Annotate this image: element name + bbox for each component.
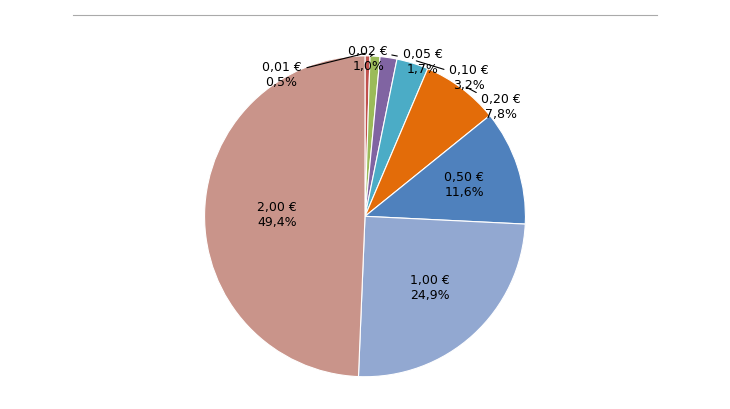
Text: 0,20 €
7,8%: 0,20 € 7,8% [466, 88, 521, 121]
Text: 2,00 €
49,4%: 2,00 € 49,4% [257, 200, 296, 229]
Text: 0,02 €
1,0%: 0,02 € 1,0% [348, 45, 388, 73]
Text: 0,50 €
11,6%: 0,50 € 11,6% [445, 171, 484, 199]
Wedge shape [358, 217, 526, 377]
Wedge shape [365, 70, 490, 217]
Wedge shape [365, 116, 526, 225]
Wedge shape [365, 57, 397, 217]
Text: 0,01 €
0,5%: 0,01 € 0,5% [261, 54, 365, 89]
Text: 0,10 €
3,2%: 0,10 € 3,2% [416, 62, 489, 92]
Wedge shape [365, 57, 370, 217]
Wedge shape [365, 60, 428, 217]
Text: 0,05 €
1,7%: 0,05 € 1,7% [392, 48, 442, 76]
Wedge shape [204, 57, 365, 377]
Text: 1,00 €
24,9%: 1,00 € 24,9% [410, 274, 450, 302]
Wedge shape [365, 57, 380, 217]
